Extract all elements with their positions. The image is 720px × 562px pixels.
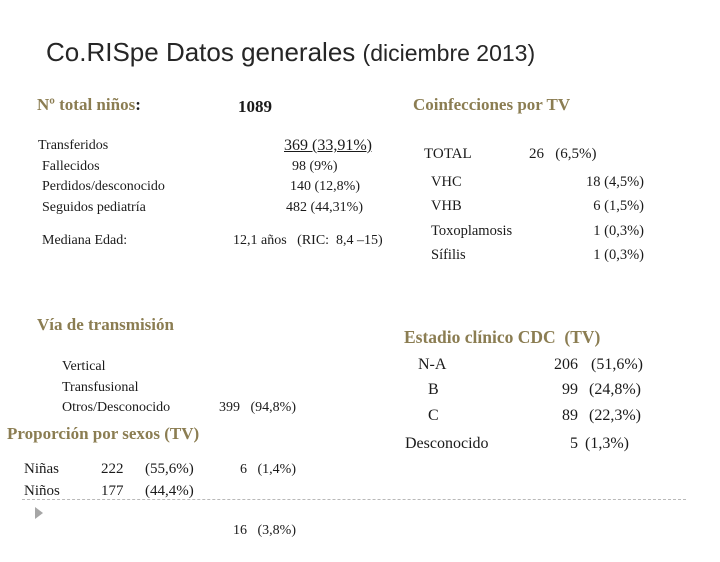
coinfection-label: VHC — [431, 174, 462, 190]
transmission-value: 399 (94,8%) — [219, 400, 296, 415]
title-main: Co.RISpe Datos generales — [46, 37, 356, 67]
stat-value-transferidos: 369 (33,91%) — [284, 137, 372, 154]
transmission-label: Otros/Desconocido — [62, 400, 171, 415]
coinfection-label: Sífilis — [431, 246, 466, 263]
total-label: Nº total niños: — [37, 95, 141, 115]
footer-divider — [22, 499, 686, 500]
total-label-text: Nº total niños — [37, 95, 136, 114]
cdc-label: N-A — [418, 356, 447, 373]
total-label-colon: : — [135, 95, 141, 114]
cdc-count: 89 — [562, 407, 578, 424]
coinfection-label: Toxoplamosis — [431, 222, 513, 239]
sex-pct: (44,4%) — [145, 483, 194, 499]
transmission-value: 16 (3,8%) — [233, 523, 296, 538]
page-title: Co.RISpe Datos generales (diciembre 2013… — [46, 37, 535, 68]
coinfection-value: 1 (0,3%) — [593, 222, 644, 239]
cdc-count: 206 — [554, 356, 578, 373]
coinfections-labels: VHC VHB Toxoplamosis Sífilis — [431, 170, 512, 267]
stat-label-fallecidos: Fallecidos — [42, 158, 100, 174]
coinfections-total-value: 26 (6,5%) — [529, 146, 597, 162]
transmission-label: Vertical — [62, 359, 106, 374]
cdc-label: B — [428, 381, 439, 398]
cdc-count: 99 — [562, 381, 578, 398]
stat-label-seguidos: Seguidos pediatría — [42, 199, 146, 215]
cdc-pct: (1,3%) — [585, 435, 629, 452]
transmission-heading: Vía de transmisión — [37, 315, 174, 334]
sex-count: 222 — [101, 461, 124, 477]
coinfection-value: 18 (4,5%) — [586, 174, 644, 190]
stat-value-seguidos: 482 (44,31%) — [286, 199, 363, 215]
sex-counts: 222 177 — [101, 458, 124, 502]
general-stats-values: 369 (33,91%) 98 (9%) 140 (12,8%) 482 (44… — [284, 136, 372, 218]
transmission-values: 399 (94,8%) 6 (1,4%) 16 (3,8%) — [219, 357, 296, 562]
age-value: 12,1 años (RIC: 8,4 –15) — [233, 233, 383, 248]
stat-label-perdidos: Perdidos/desconocido — [42, 179, 165, 194]
sex-label: Niños — [24, 483, 60, 499]
cdc-label: C — [428, 407, 439, 424]
coinfection-value: 1 (0,3%) — [593, 246, 644, 263]
total-value: 1089 — [238, 97, 272, 116]
transmission-label: Transfusional — [62, 379, 139, 395]
sex-pcts: (55,6%) (44,4%) — [145, 458, 194, 502]
stat-value-fallecidos: 98 (9%) — [292, 158, 338, 174]
coinfections-total-label: TOTAL — [424, 146, 472, 162]
cdc-heading: Estadio clínico CDC (TV) — [404, 327, 601, 347]
cdc-pct: (51,6%) — [591, 356, 643, 373]
stat-label-transferidos: Transferidos — [38, 138, 109, 153]
sex-count: 177 — [101, 483, 124, 499]
general-stats-labels: Transferidos Fallecidos Perdidos/descono… — [38, 136, 165, 218]
coinfection-label: VHB — [431, 198, 462, 215]
stat-value-perdidos: 140 (12,8%) — [290, 179, 360, 194]
coinfections-values: 18 (4,5%) 6 (1,5%) 1 (0,3%) 1 (0,3%) — [586, 170, 644, 267]
cdc-count: 5 — [570, 435, 578, 452]
transmission-labels: Vertical Transfusional Otros/Desconocido — [62, 357, 170, 419]
slide-arrow-icon — [35, 507, 43, 519]
coinfections-heading: Coinfecciones por TV — [413, 95, 571, 114]
cdc-label: Desconocido — [405, 435, 489, 452]
sex-heading: Proporción por sexos (TV) — [7, 424, 200, 443]
cdc-pct: (22,3%) — [589, 407, 641, 424]
sex-pct: (55,6%) — [145, 461, 194, 477]
sex-label: Niñas — [24, 461, 59, 477]
sex-labels: Niñas Niños — [24, 458, 60, 502]
age-label: Mediana Edad: — [42, 233, 128, 248]
title-date: (diciembre 2013) — [362, 40, 536, 66]
cdc-pct: (24,8%) — [589, 381, 641, 398]
transmission-value: 6 (1,4%) — [240, 461, 296, 477]
coinfection-value: 6 (1,5%) — [593, 198, 644, 215]
